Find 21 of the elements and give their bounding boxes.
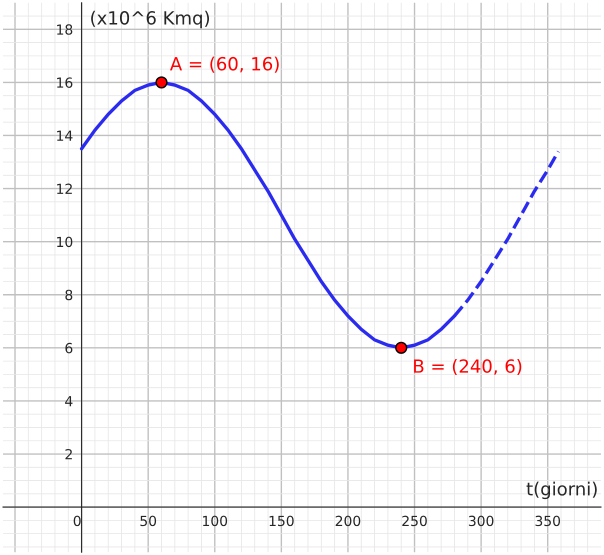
annotation: A = (60, 16) [170, 56, 279, 73]
x-tick-label: 250 [402, 516, 427, 526]
x-tick-label: 200 [336, 516, 360, 526]
annotation: B = (240, 6) [414, 358, 522, 376]
x-tick-label: 0 [74, 516, 81, 526]
x-tick-label: 50 [140, 516, 156, 526]
y-tick-label: 8 [65, 290, 72, 300]
x-tick-label: 300 [468, 516, 494, 526]
y-tick-label: 18 [57, 24, 72, 35]
x-tick-label: 100 [203, 516, 228, 526]
y-axis-title: (x10^6 Kmq) [91, 10, 210, 28]
y-tick-label: 6 [65, 342, 72, 354]
x-tick-label: 350 [536, 516, 560, 526]
y-tick-label: 12 [57, 184, 72, 194]
y-tick-label: 10 [57, 236, 72, 248]
y-tick-label: 14 [57, 130, 72, 141]
y-tick-label: 4 [65, 396, 72, 406]
y-tick-label: 2 [65, 448, 72, 460]
y-tick-label: 16 [57, 77, 72, 88]
x-axis-title: t(giorni) [526, 482, 597, 500]
x-tick-label: 150 [270, 516, 294, 526]
